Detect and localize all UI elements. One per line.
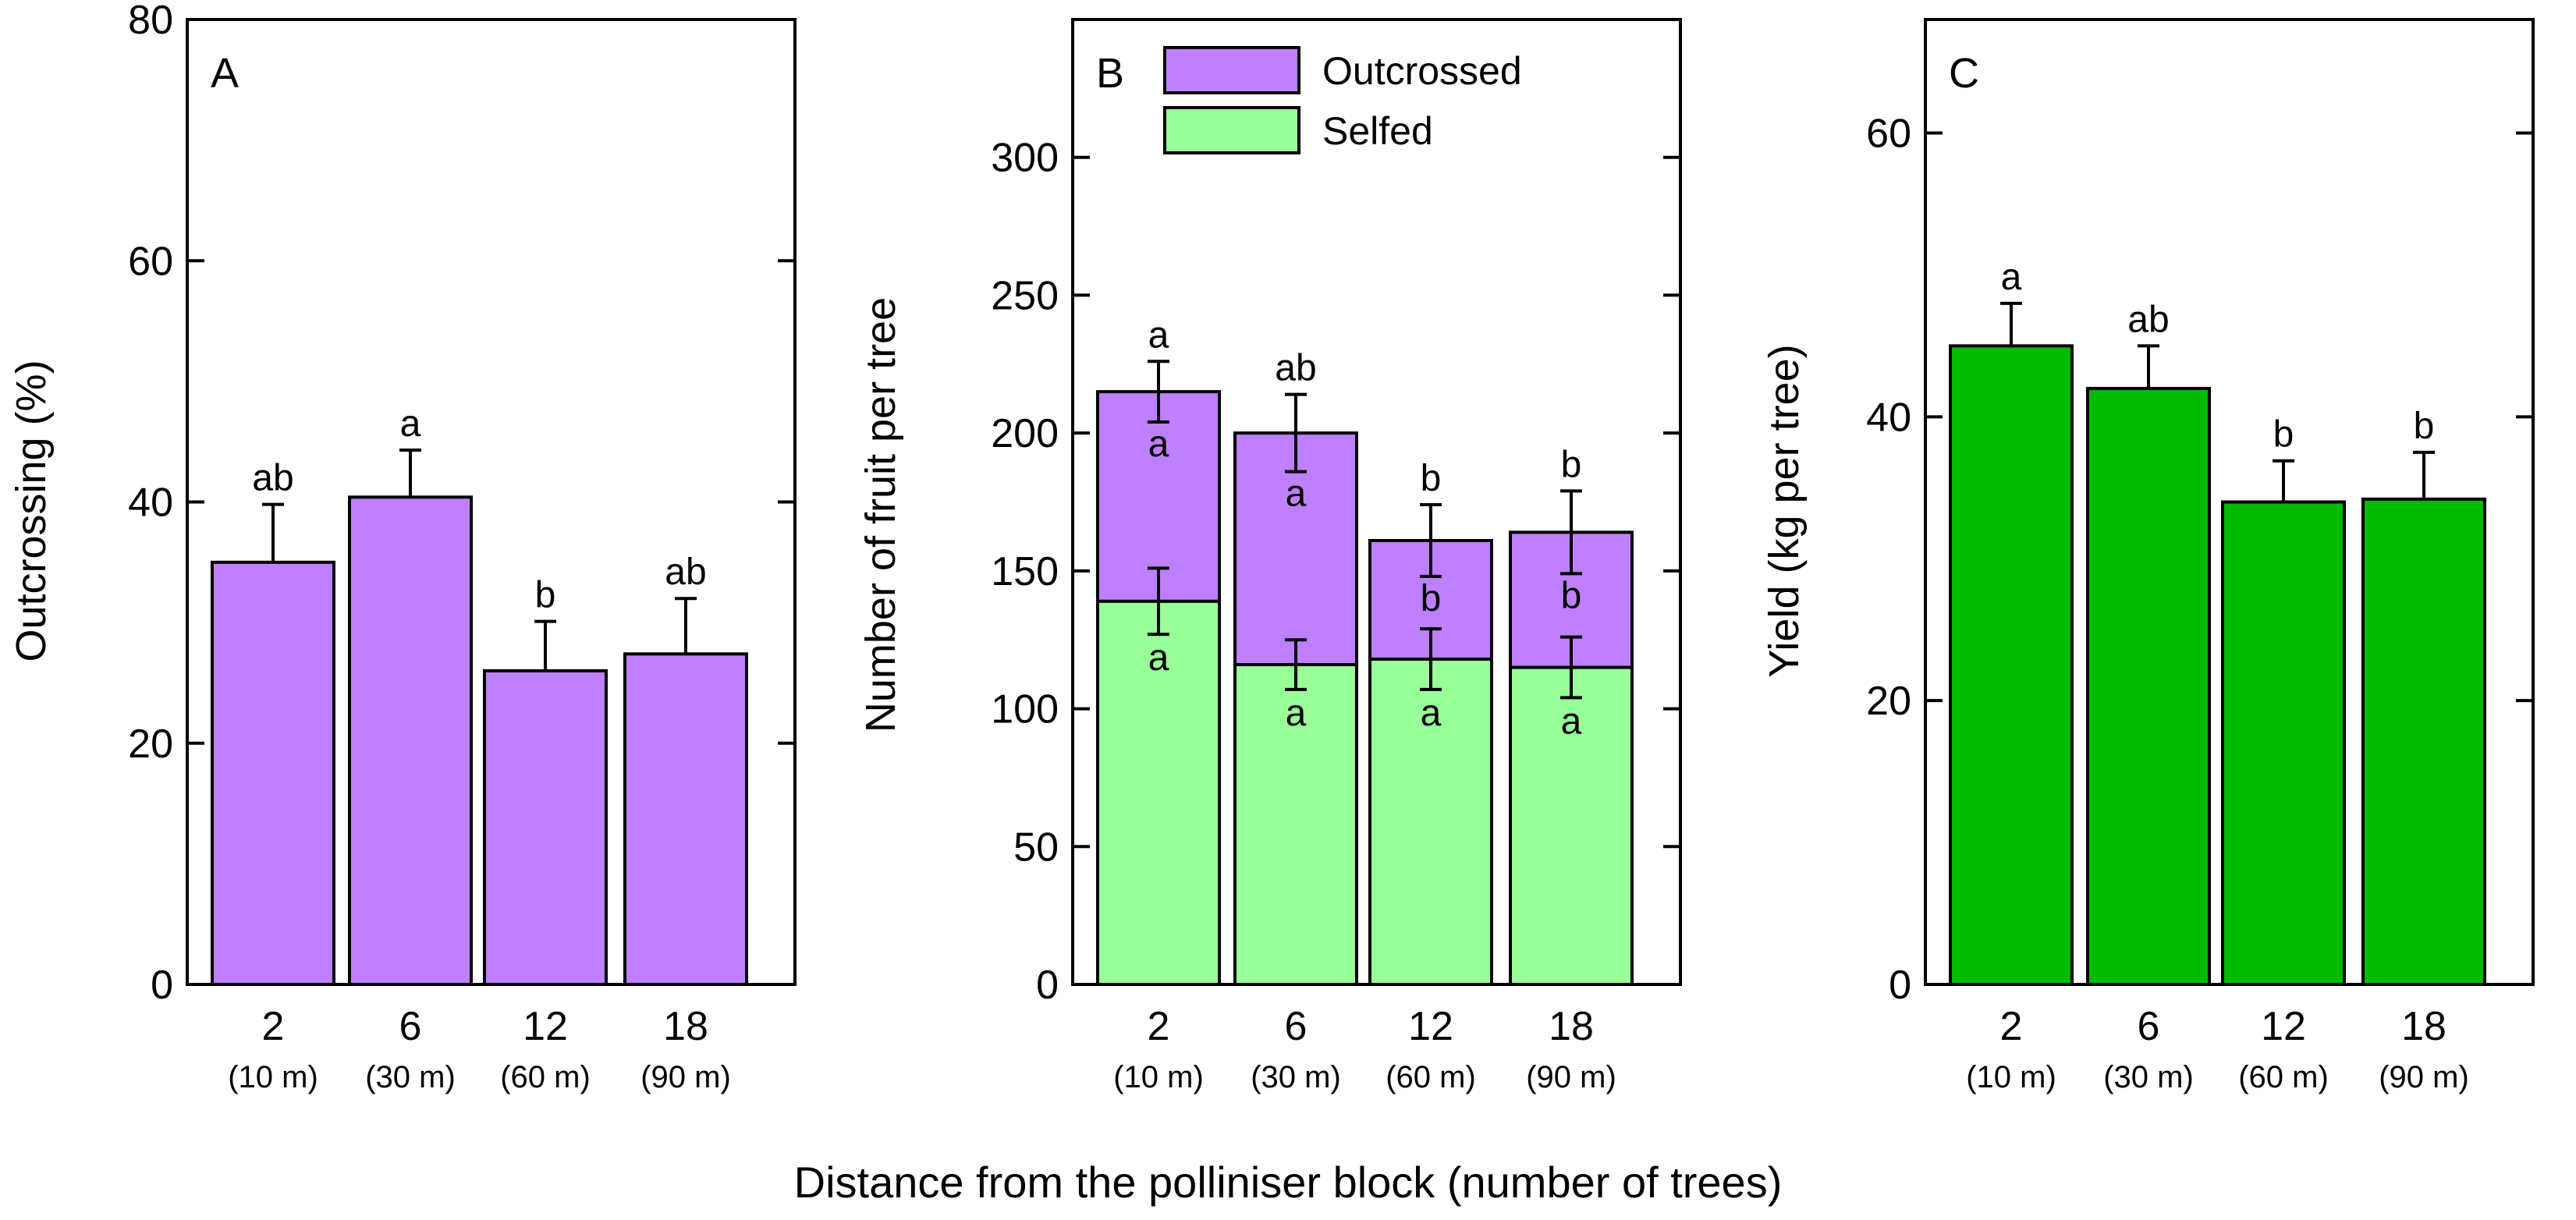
- panel-b-significance-total: a: [1148, 314, 1169, 356]
- panel-b-significance-selfed: a: [1421, 693, 1442, 734]
- panel-b-ytick-label: 50: [1013, 825, 1059, 870]
- panel-b-ytick-label: 100: [991, 687, 1059, 732]
- panel-b-xtick-sublabel: (30 m): [1251, 1060, 1341, 1094]
- panel-b-xtick-sublabel: (90 m): [1526, 1060, 1616, 1094]
- panel-c-letter: C: [1949, 50, 1979, 97]
- panel-c-significance-label: ab: [2127, 299, 2169, 340]
- legend-label-outcrossed: Outcrossed: [1322, 49, 1522, 93]
- panel-a-xtick-sublabel: (90 m): [640, 1060, 731, 1094]
- panel-b-significance-outcrossed: b: [1561, 575, 1582, 616]
- panel-c-xtick-sublabel: (30 m): [2103, 1060, 2194, 1094]
- panel-b-ytick-label: 150: [991, 549, 1059, 594]
- panel-b-letter: B: [1096, 50, 1124, 97]
- panel-a-xtick-label: 12: [523, 1004, 568, 1049]
- panel-b-frame: [1071, 18, 1682, 986]
- panel-a-significance-label: ab: [665, 551, 706, 593]
- panel-a-bar: [211, 560, 335, 986]
- legend: Outcrossed Selfed: [1163, 46, 1522, 154]
- panel-a-xtick-label: 2: [262, 1004, 285, 1049]
- panel-b-significance-outcrossed: b: [1421, 578, 1442, 619]
- panel-c-significance-label: b: [2273, 414, 2294, 456]
- panel-a-ytick-label: 80: [128, 0, 173, 43]
- panel-c-xtick-label: 2: [2000, 1004, 2023, 1049]
- panel-a-significance-label: a: [400, 403, 421, 445]
- panel-c-xtick-sublabel: (90 m): [2379, 1060, 2469, 1094]
- panel-b-ytick-label: 300: [991, 136, 1059, 181]
- panel-c-significance-label: a: [2001, 257, 2022, 298]
- panel-b: Number of fruit per tree 0 50 100 150 200 250…: [857, 18, 1682, 1094]
- panel-b-xtick-sublabel: (60 m): [1386, 1060, 1476, 1094]
- panel-c-bar: [2221, 500, 2346, 986]
- panel-a-letter: A: [211, 50, 239, 97]
- legend-swatch-selfed: [1163, 106, 1300, 154]
- panel-a-ytick-label: 20: [128, 722, 173, 767]
- panel-b-significance-total: b: [1421, 458, 1442, 499]
- panel-b-significance-total: ab: [1275, 348, 1316, 389]
- legend-label-selfed: Selfed: [1322, 109, 1433, 153]
- panel-c: Yield (kg per tree) 0 20 40 60 2 (10 m) 6 (30 m…: [1761, 18, 2535, 1094]
- panel-b-ylabel: Number of fruit per tree: [857, 297, 904, 732]
- shared-x-axis-label: Distance from the polliniser block (numb…: [794, 1158, 1783, 1207]
- panel-c-xtick-label: 6: [2138, 1004, 2160, 1049]
- panel-c-xtick-sublabel: (10 m): [1966, 1060, 2056, 1094]
- panel-b-xtick-label: 12: [1408, 1004, 1453, 1049]
- panel-a-xtick-label: 18: [663, 1004, 708, 1049]
- panel-a-frame: [186, 18, 797, 986]
- panel-b-significance-selfed: a: [1561, 700, 1582, 742]
- panel-a-bar: [483, 669, 608, 986]
- panel-c-ytick-label: 60: [1866, 112, 1911, 157]
- panel-c-ytick-label: 20: [1866, 679, 1911, 724]
- panel-c-frame: [1924, 18, 2535, 986]
- panel-a-ylabel: Outcrossing (%): [8, 360, 55, 661]
- panel-b-significance-selfed: a: [1148, 637, 1169, 679]
- panel-b-bar-selfed: [1368, 657, 1493, 986]
- panel-b-significance-selfed: a: [1286, 693, 1307, 734]
- panel-b-significance-total: b: [1561, 444, 1582, 485]
- panel-b-xtick-label: 18: [1549, 1004, 1594, 1049]
- panel-a: Outcrossing (%) 0 20 40 60 80 2 (10 m) 6 (30 m) 1…: [8, 0, 797, 1094]
- panel-c-significance-label: b: [2414, 406, 2435, 447]
- panel-c-ylabel: Yield (kg per tree): [1761, 344, 1808, 677]
- panel-c-ytick-label: 40: [1866, 395, 1911, 440]
- panel-a-xtick-sublabel: (60 m): [500, 1060, 591, 1094]
- panel-b-xtick-label: 6: [1285, 1004, 1308, 1049]
- panel-b-ytick-label: 200: [991, 411, 1059, 456]
- panel-c-xtick-label: 18: [2401, 1004, 2446, 1049]
- panel-a-significance-label: b: [535, 575, 556, 616]
- panel-c-xtick-sublabel: (60 m): [2238, 1060, 2329, 1094]
- panel-a-ytick-label: 40: [128, 481, 173, 526]
- panel-b-ytick-label: 0: [1036, 963, 1059, 1008]
- panel-c-bar: [1949, 344, 2074, 987]
- panel-b-significance-outcrossed: a: [1286, 473, 1307, 515]
- panel-c-bar: [2086, 386, 2211, 986]
- panel-b-bar-outcrossed: [1096, 390, 1221, 603]
- panel-a-significance-label: ab: [252, 458, 293, 499]
- panel-a-bar: [348, 495, 473, 986]
- legend-swatch-outcrossed: [1163, 46, 1300, 94]
- panel-a-xtick-sublabel: (10 m): [228, 1060, 318, 1094]
- panel-b-xtick-label: 2: [1148, 1004, 1170, 1049]
- panel-a-xtick-sublabel: (30 m): [365, 1060, 456, 1094]
- panel-b-bar-selfed: [1096, 599, 1221, 987]
- panel-c-xtick-label: 12: [2261, 1004, 2306, 1049]
- panel-a-xtick-label: 6: [399, 1004, 422, 1049]
- panel-c-bar: [2361, 497, 2486, 986]
- panel-b-ytick-label: 250: [991, 273, 1059, 318]
- panel-c-ytick-label: 0: [1889, 963, 1911, 1008]
- panel-a-ytick-label: 60: [128, 239, 173, 284]
- panel-a-ytick-label: 0: [151, 963, 173, 1008]
- panel-b-bar-selfed: [1509, 665, 1634, 986]
- panel-a-bar: [623, 652, 748, 986]
- panel-b-xtick-sublabel: (10 m): [1113, 1060, 1204, 1094]
- panel-b-significance-outcrossed: a: [1148, 424, 1169, 465]
